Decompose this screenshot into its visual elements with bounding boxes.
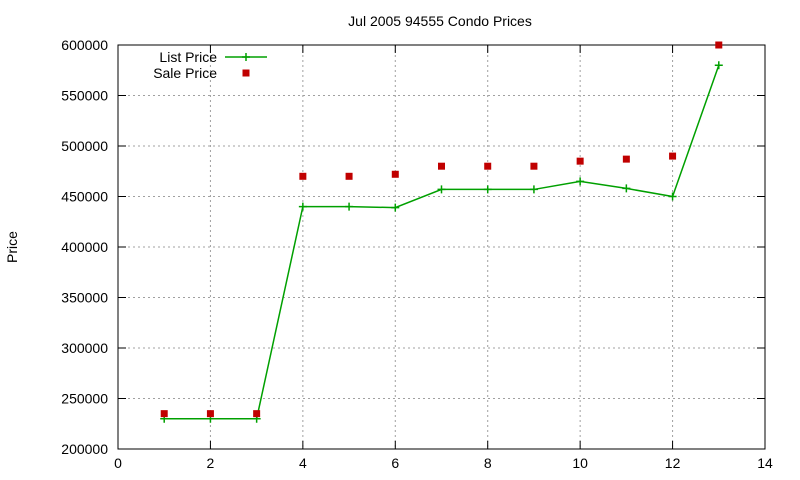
- sale-price-point: [530, 162, 538, 170]
- legend-label-sale-price: Sale Price: [153, 65, 217, 81]
- list-price-point: [483, 185, 492, 194]
- series-group: [160, 41, 723, 423]
- sale-price-point: [206, 410, 214, 418]
- x-tick-label: 2: [207, 455, 215, 471]
- x-tick-label: 10: [572, 455, 588, 471]
- sale-price-point: [622, 155, 630, 163]
- list-price-point: [622, 184, 631, 193]
- x-tick-label: 4: [299, 455, 307, 471]
- axis-ticks: 200000 250000 300000 350000 400000 450000 5000…: [61, 37, 773, 471]
- legend-swatch-sale-price: [242, 69, 250, 77]
- sale-price-point: [391, 170, 399, 178]
- y-tick-label: 400000: [61, 239, 108, 255]
- list-price-point: [437, 185, 446, 194]
- sale-price-point: [669, 152, 677, 160]
- sale-price-point: [345, 172, 353, 180]
- legend-marker-list-price: [242, 53, 250, 61]
- sale-price-point: [715, 41, 723, 49]
- x-tick-label: 0: [114, 455, 122, 471]
- list-price-point: [529, 185, 538, 194]
- list-price-point: [345, 202, 354, 211]
- list-price-point: [391, 203, 400, 212]
- y-tick-label: 450000: [61, 189, 108, 205]
- x-tick-label: 12: [665, 455, 681, 471]
- y-tick-label: 200000: [61, 441, 108, 457]
- y-tick-label: 500000: [61, 138, 108, 154]
- gridlines: [118, 45, 765, 449]
- y-tick-label: 550000: [61, 88, 108, 104]
- sale-price-point: [160, 410, 168, 418]
- list-price-point: [576, 177, 585, 186]
- sale-price-point: [299, 172, 307, 180]
- y-tick-label: 600000: [61, 37, 108, 53]
- y-axis-label: Price: [4, 231, 20, 263]
- x-tick-label: 8: [484, 455, 492, 471]
- sale-price-point: [438, 162, 445, 170]
- sale-price-point: [484, 162, 492, 170]
- y-tick-label: 250000: [61, 391, 108, 407]
- x-tick-label: 6: [391, 455, 399, 471]
- list-price-line: [164, 64, 720, 420]
- legend-label-list-price: List Price: [159, 49, 217, 65]
- sale-price-point: [253, 410, 261, 418]
- y-tick-label: 350000: [61, 290, 108, 306]
- sale-price-point: [576, 157, 584, 165]
- chart-title: Jul 2005 94555 Condo Prices: [348, 13, 532, 29]
- list-price-point: [714, 61, 723, 70]
- list-price-point: [668, 192, 677, 201]
- plot-frame: [117, 44, 766, 450]
- y-tick-label: 300000: [61, 340, 108, 356]
- x-tick-label: 14: [757, 455, 773, 471]
- list-price-point: [298, 202, 307, 211]
